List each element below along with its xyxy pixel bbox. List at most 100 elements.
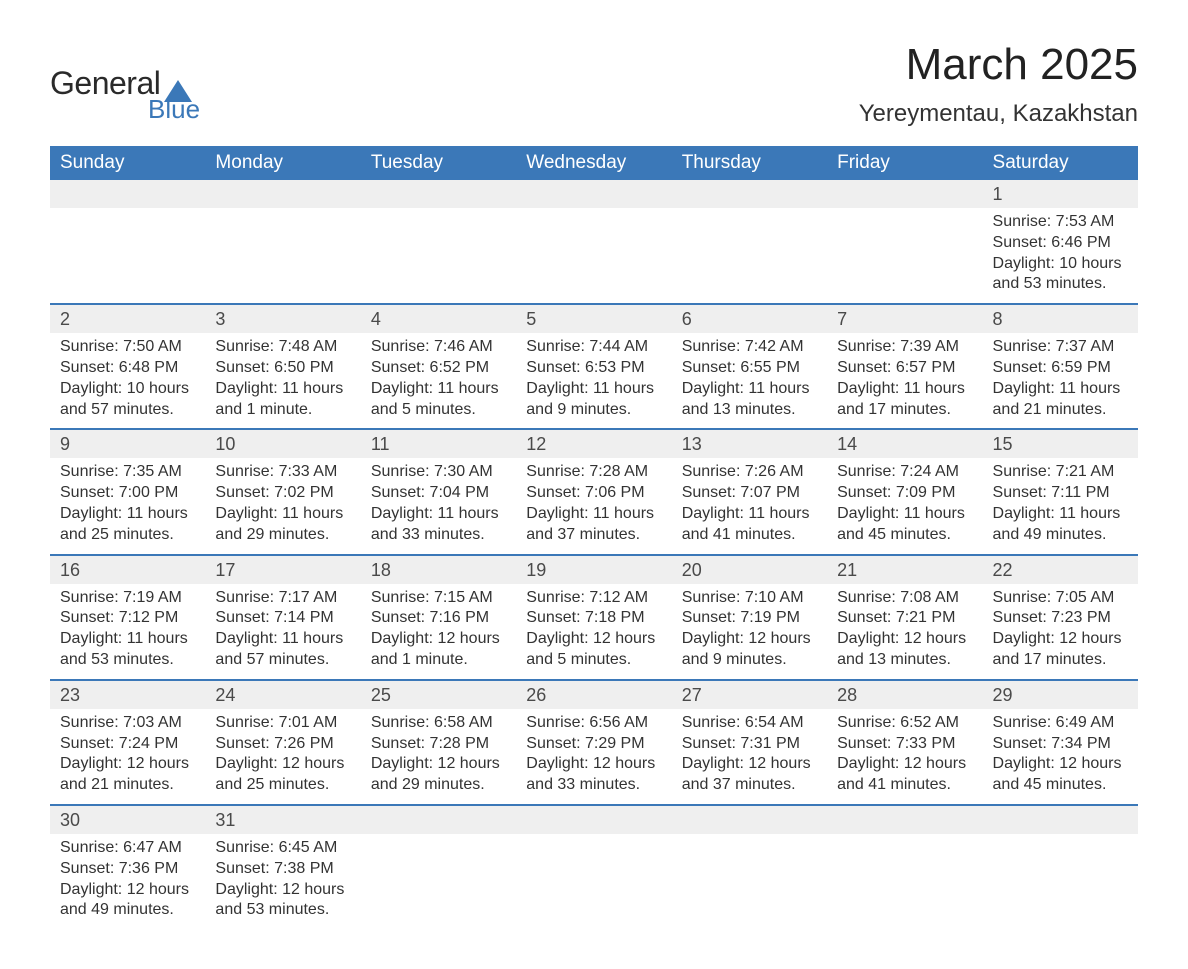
sunset-line: Sunset: 6:55 PM bbox=[682, 358, 817, 379]
sunset-line: Sunset: 6:52 PM bbox=[371, 358, 506, 379]
sunset-line: Sunset: 7:09 PM bbox=[837, 483, 972, 504]
sunset-line: Sunset: 7:21 PM bbox=[837, 608, 972, 629]
day-content-row: Sunrise: 6:47 AMSunset: 7:36 PMDaylight:… bbox=[50, 834, 1138, 929]
sunrise-line: Sunrise: 7:26 AM bbox=[682, 462, 817, 483]
day-number-cell: 8 bbox=[983, 304, 1138, 333]
day-content-cell: Sunrise: 6:58 AMSunset: 7:28 PMDaylight:… bbox=[361, 709, 516, 805]
sunrise-line: Sunrise: 7:46 AM bbox=[371, 337, 506, 358]
header-block: General Blue March 2025 Yereymentau, Kaz… bbox=[50, 40, 1138, 128]
day-number-cell: 12 bbox=[516, 429, 671, 458]
day-number-cell: 9 bbox=[50, 429, 205, 458]
day-content-cell: Sunrise: 7:50 AMSunset: 6:48 PMDaylight:… bbox=[50, 333, 205, 429]
sunset-line: Sunset: 6:48 PM bbox=[60, 358, 195, 379]
day-content-cell bbox=[983, 834, 1138, 929]
day-number-cell bbox=[361, 805, 516, 834]
daylight-line: Daylight: 11 hours and 49 minutes. bbox=[993, 504, 1128, 546]
day-content-cell: Sunrise: 6:54 AMSunset: 7:31 PMDaylight:… bbox=[672, 709, 827, 805]
day-content-cell: Sunrise: 6:56 AMSunset: 7:29 PMDaylight:… bbox=[516, 709, 671, 805]
day-number-cell: 30 bbox=[50, 805, 205, 834]
sunset-line: Sunset: 7:19 PM bbox=[682, 608, 817, 629]
sunrise-line: Sunrise: 6:45 AM bbox=[215, 838, 350, 859]
day-number-cell: 1 bbox=[983, 180, 1138, 208]
sunset-line: Sunset: 6:53 PM bbox=[526, 358, 661, 379]
sunrise-line: Sunrise: 6:52 AM bbox=[837, 713, 972, 734]
sunrise-line: Sunrise: 7:03 AM bbox=[60, 713, 195, 734]
weekday-header: Monday bbox=[205, 146, 360, 180]
day-number-cell: 31 bbox=[205, 805, 360, 834]
day-number-cell: 22 bbox=[983, 555, 1138, 584]
weekday-header: Tuesday bbox=[361, 146, 516, 180]
day-content-cell bbox=[516, 208, 671, 304]
day-content-row: Sunrise: 7:35 AMSunset: 7:00 PMDaylight:… bbox=[50, 458, 1138, 554]
sunrise-line: Sunrise: 7:53 AM bbox=[993, 212, 1128, 233]
sunrise-line: Sunrise: 7:24 AM bbox=[837, 462, 972, 483]
daylight-line: Daylight: 11 hours and 57 minutes. bbox=[215, 629, 350, 671]
daylight-line: Daylight: 12 hours and 25 minutes. bbox=[215, 754, 350, 796]
sunrise-line: Sunrise: 7:39 AM bbox=[837, 337, 972, 358]
day-number-cell: 4 bbox=[361, 304, 516, 333]
day-content-cell: Sunrise: 7:10 AMSunset: 7:19 PMDaylight:… bbox=[672, 584, 827, 680]
weekday-header: Thursday bbox=[672, 146, 827, 180]
day-number-cell: 5 bbox=[516, 304, 671, 333]
sunrise-line: Sunrise: 7:12 AM bbox=[526, 588, 661, 609]
daylight-line: Daylight: 12 hours and 1 minute. bbox=[371, 629, 506, 671]
day-number-cell: 16 bbox=[50, 555, 205, 584]
day-content-row: Sunrise: 7:53 AMSunset: 6:46 PMDaylight:… bbox=[50, 208, 1138, 304]
day-number-cell bbox=[516, 805, 671, 834]
daylight-line: Daylight: 11 hours and 9 minutes. bbox=[526, 379, 661, 421]
day-number-cell: 24 bbox=[205, 680, 360, 709]
daylight-line: Daylight: 12 hours and 45 minutes. bbox=[993, 754, 1128, 796]
daylight-line: Daylight: 12 hours and 21 minutes. bbox=[60, 754, 195, 796]
daylight-line: Daylight: 12 hours and 17 minutes. bbox=[993, 629, 1128, 671]
calendar-table: Sunday Monday Tuesday Wednesday Thursday… bbox=[50, 146, 1138, 929]
day-number-cell bbox=[672, 805, 827, 834]
day-number-cell: 17 bbox=[205, 555, 360, 584]
day-number-row: 2345678 bbox=[50, 304, 1138, 333]
day-number-cell bbox=[827, 805, 982, 834]
sunset-line: Sunset: 7:31 PM bbox=[682, 734, 817, 755]
day-content-cell: Sunrise: 7:39 AMSunset: 6:57 PMDaylight:… bbox=[827, 333, 982, 429]
sunset-line: Sunset: 6:50 PM bbox=[215, 358, 350, 379]
day-content-cell: Sunrise: 7:44 AMSunset: 6:53 PMDaylight:… bbox=[516, 333, 671, 429]
day-number-row: 23242526272829 bbox=[50, 680, 1138, 709]
day-content-cell: Sunrise: 7:01 AMSunset: 7:26 PMDaylight:… bbox=[205, 709, 360, 805]
day-content-cell: Sunrise: 6:47 AMSunset: 7:36 PMDaylight:… bbox=[50, 834, 205, 929]
day-content-cell: Sunrise: 7:03 AMSunset: 7:24 PMDaylight:… bbox=[50, 709, 205, 805]
daylight-line: Daylight: 12 hours and 41 minutes. bbox=[837, 754, 972, 796]
day-content-cell: Sunrise: 7:24 AMSunset: 7:09 PMDaylight:… bbox=[827, 458, 982, 554]
sunset-line: Sunset: 6:46 PM bbox=[993, 233, 1128, 254]
sunrise-line: Sunrise: 7:21 AM bbox=[993, 462, 1128, 483]
day-number-cell: 19 bbox=[516, 555, 671, 584]
day-number-cell bbox=[50, 180, 205, 208]
day-content-cell: Sunrise: 7:30 AMSunset: 7:04 PMDaylight:… bbox=[361, 458, 516, 554]
sunset-line: Sunset: 7:23 PM bbox=[993, 608, 1128, 629]
daylight-line: Daylight: 11 hours and 37 minutes. bbox=[526, 504, 661, 546]
daylight-line: Daylight: 10 hours and 57 minutes. bbox=[60, 379, 195, 421]
day-number-row: 16171819202122 bbox=[50, 555, 1138, 584]
daylight-line: Daylight: 11 hours and 17 minutes. bbox=[837, 379, 972, 421]
day-content-cell: Sunrise: 6:45 AMSunset: 7:38 PMDaylight:… bbox=[205, 834, 360, 929]
daylight-line: Daylight: 12 hours and 9 minutes. bbox=[682, 629, 817, 671]
sunset-line: Sunset: 7:29 PM bbox=[526, 734, 661, 755]
sunset-line: Sunset: 7:06 PM bbox=[526, 483, 661, 504]
sunset-line: Sunset: 7:36 PM bbox=[60, 859, 195, 880]
day-number-cell: 6 bbox=[672, 304, 827, 333]
day-number-cell bbox=[361, 180, 516, 208]
logo-sail-icon bbox=[164, 80, 192, 102]
weekday-header: Saturday bbox=[983, 146, 1138, 180]
sunrise-line: Sunrise: 6:49 AM bbox=[993, 713, 1128, 734]
day-content-cell: Sunrise: 7:33 AMSunset: 7:02 PMDaylight:… bbox=[205, 458, 360, 554]
sunset-line: Sunset: 7:07 PM bbox=[682, 483, 817, 504]
day-content-cell: Sunrise: 7:17 AMSunset: 7:14 PMDaylight:… bbox=[205, 584, 360, 680]
logo-text-general: General bbox=[50, 65, 160, 102]
daylight-line: Daylight: 11 hours and 29 minutes. bbox=[215, 504, 350, 546]
day-number-cell: 10 bbox=[205, 429, 360, 458]
sunset-line: Sunset: 7:26 PM bbox=[215, 734, 350, 755]
day-content-cell: Sunrise: 7:28 AMSunset: 7:06 PMDaylight:… bbox=[516, 458, 671, 554]
sunrise-line: Sunrise: 7:48 AM bbox=[215, 337, 350, 358]
day-number-cell: 28 bbox=[827, 680, 982, 709]
day-content-row: Sunrise: 7:50 AMSunset: 6:48 PMDaylight:… bbox=[50, 333, 1138, 429]
daylight-line: Daylight: 11 hours and 13 minutes. bbox=[682, 379, 817, 421]
day-number-cell: 15 bbox=[983, 429, 1138, 458]
day-number-cell bbox=[672, 180, 827, 208]
